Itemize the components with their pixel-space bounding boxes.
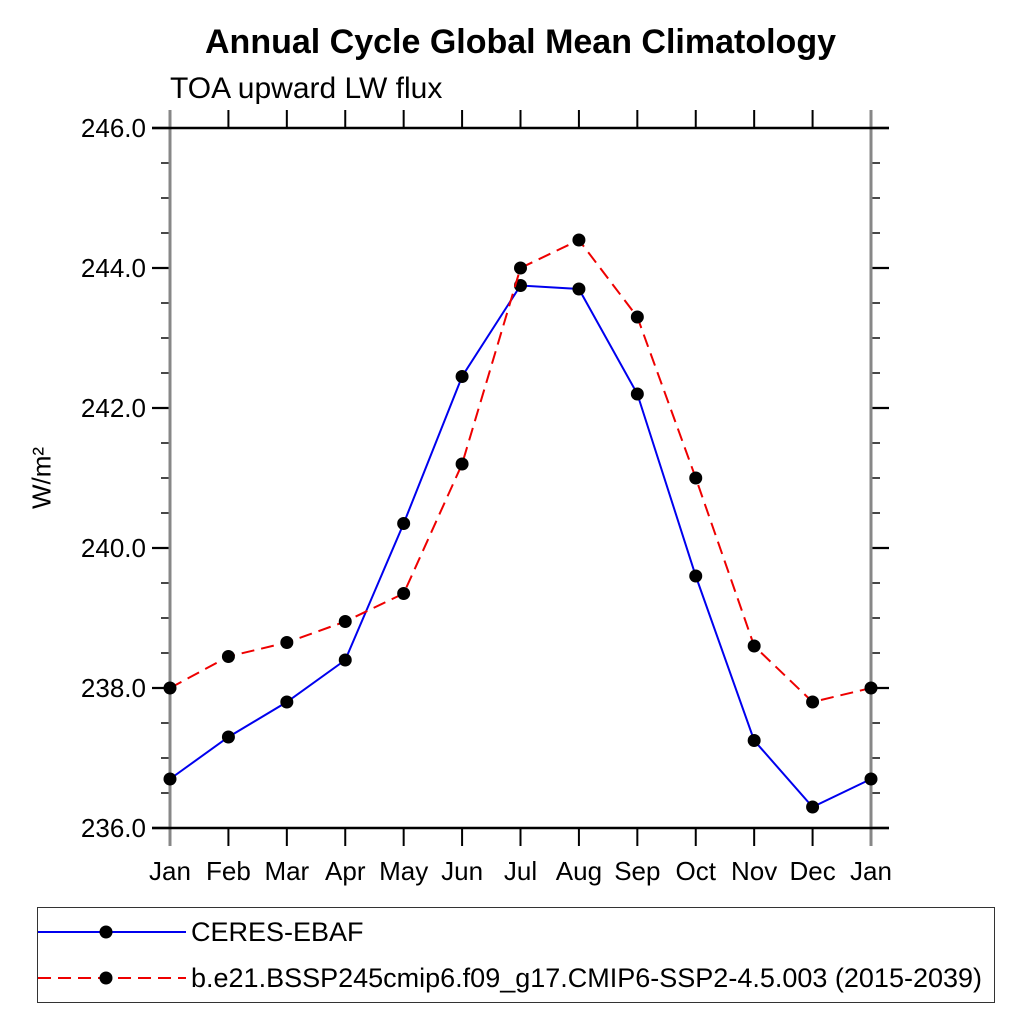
data-point-marker (397, 517, 411, 530)
data-point-marker (689, 471, 703, 485)
data-point-marker (280, 636, 294, 649)
x-tick-label: May (379, 856, 428, 886)
series-line-1 (169, 238, 872, 704)
legend-item: b.e21.BSSP245cmip6.f09_g17.CMIP6-SSP2-4.… (38, 957, 994, 999)
data-point-marker (221, 730, 235, 744)
data-point-marker (806, 695, 820, 709)
data-point-marker (864, 681, 878, 695)
data-point-marker (455, 457, 469, 471)
data-point-marker (338, 615, 352, 628)
y-tick-label: 246.0 (81, 113, 146, 143)
x-tick-label: Feb (206, 856, 251, 886)
legend-line-icon (38, 925, 186, 939)
x-tick-label: Oct (676, 856, 717, 886)
data-point-marker (338, 653, 352, 667)
x-tick-label: Aug (556, 856, 602, 886)
data-point-marker (514, 261, 527, 275)
data-point-marker (630, 387, 644, 401)
legend-item: CERES-EBAF (38, 911, 994, 953)
axis-ticks (152, 110, 889, 846)
x-tick-label: Jun (441, 856, 483, 886)
legend: CERES-EBAF b.e21.BSSP245cmip6.f09_g17.CMI… (37, 907, 995, 1003)
x-tick-label: Jan (850, 856, 892, 886)
data-point-marker (864, 772, 878, 786)
x-tick-label: Nov (731, 856, 777, 886)
x-tick-label: Mar (264, 856, 309, 886)
data-point-marker (397, 587, 411, 600)
x-tick-label: Apr (325, 856, 366, 886)
y-tick-label: 242.0 (81, 393, 146, 423)
series-markers-0 (163, 279, 878, 814)
data-point-marker (747, 734, 761, 747)
data-point-marker (455, 370, 469, 383)
data-point-marker (572, 282, 586, 296)
data-point-marker (630, 310, 644, 324)
series-line-0 (169, 284, 872, 809)
chart-title: Annual Cycle Global Mean Climatology (205, 23, 836, 61)
data-point-marker (163, 772, 177, 786)
data-point-marker (689, 569, 703, 583)
data-point-marker (747, 639, 761, 653)
y-tick-label: 244.0 (81, 253, 146, 283)
x-tick-label: Jul (504, 856, 537, 886)
legend-line-icon (38, 971, 186, 985)
legend-label: CERES-EBAF (191, 916, 364, 947)
y-tick-label: 240.0 (81, 533, 146, 563)
legend-marker-icon (99, 971, 113, 985)
data-point-marker (572, 233, 586, 247)
chart-subtitle: TOA upward LW flux (170, 72, 443, 105)
series-markers-1 (163, 233, 878, 709)
data-point-marker (163, 681, 177, 695)
data-point-marker (280, 695, 294, 709)
data-point-marker (221, 650, 235, 663)
legend-marker-icon (99, 925, 113, 939)
legend-label: b.e21.BSSP245cmip6.f09_g17.CMIP6-SSP2-4.… (191, 962, 983, 993)
x-tick-label: Jan (149, 856, 191, 886)
x-tick-label: Dec (789, 856, 835, 886)
data-point-marker (806, 800, 820, 814)
y-tick-label: 236.0 (81, 813, 146, 843)
x-tick-label: Sep (614, 856, 660, 886)
y-tick-label: 238.0 (81, 673, 146, 703)
